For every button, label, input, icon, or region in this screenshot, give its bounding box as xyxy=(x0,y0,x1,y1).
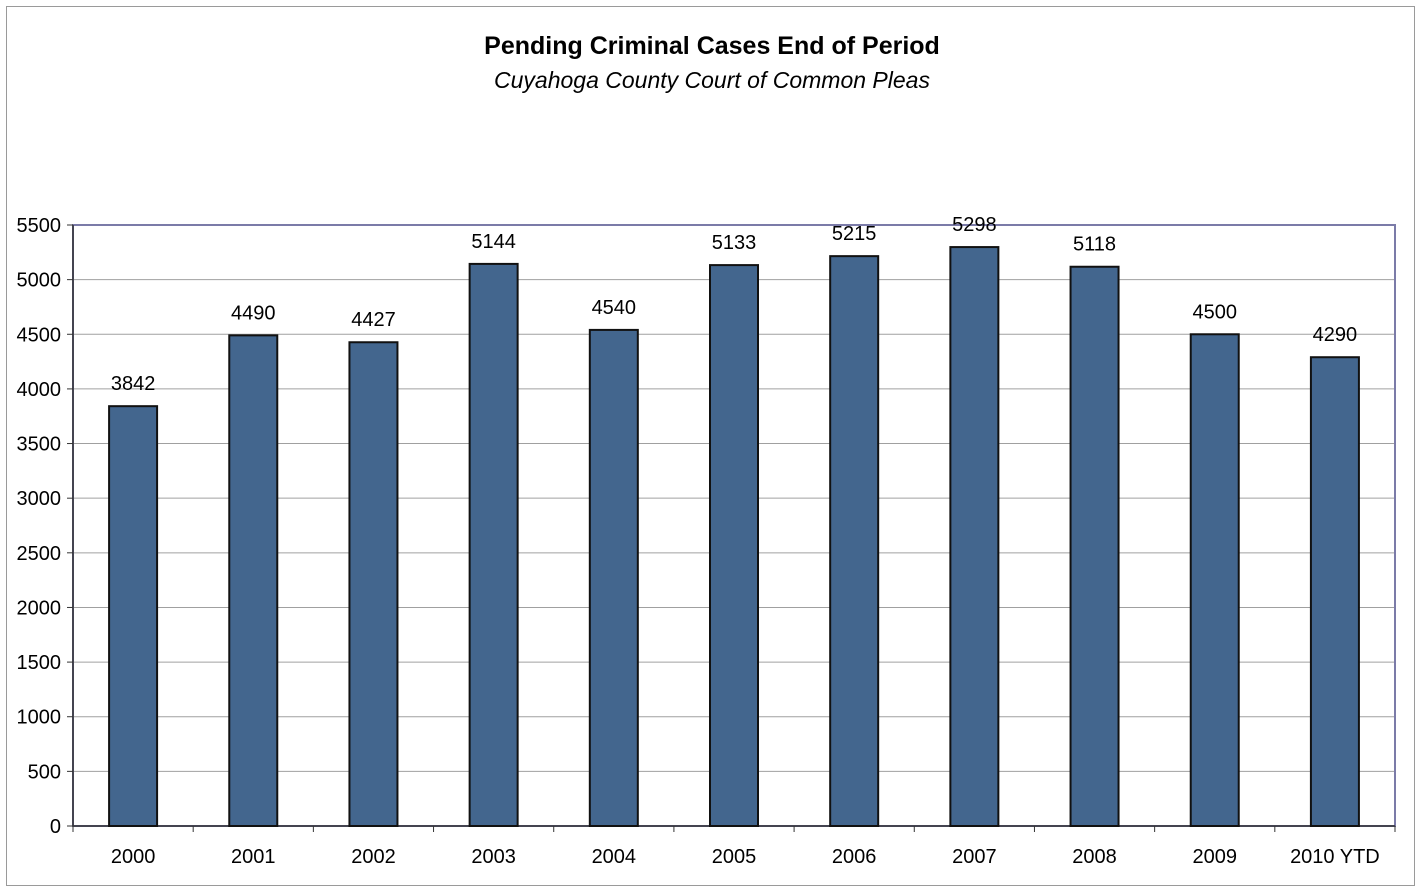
bar xyxy=(1189,333,1240,827)
y-tick-label: 500 xyxy=(28,761,61,783)
data-labels: 3842 4490 4427 5144 4540 5133 5215 5298 5118 4500… xyxy=(111,214,1357,395)
axes: 0 500 1000 1500 2000 2500 3000 3500 4000 4500 5000… xyxy=(17,215,1396,868)
y-tick-label: 2000 xyxy=(17,597,62,619)
bar xyxy=(588,328,639,827)
x-category-label: 2005 xyxy=(712,846,757,868)
y-tick-label: 5000 xyxy=(17,270,62,292)
bar xyxy=(348,341,399,827)
chart-title: Pending Criminal Cases End of Period xyxy=(484,32,940,60)
bar xyxy=(1069,265,1120,827)
y-tick-label: 3000 xyxy=(17,488,62,510)
bar xyxy=(468,262,519,828)
bars xyxy=(108,246,1360,828)
data-label: 4540 xyxy=(592,297,637,319)
x-category-label: 2003 xyxy=(471,846,516,868)
y-tick-label: 1000 xyxy=(17,707,62,729)
data-label: 5144 xyxy=(471,231,516,253)
x-category-label: 2002 xyxy=(351,846,396,868)
data-label: 5215 xyxy=(832,223,877,245)
bar xyxy=(1309,356,1360,827)
data-label: 4490 xyxy=(231,302,276,324)
y-tick-label: 4000 xyxy=(17,379,62,401)
y-tick-label: 3500 xyxy=(17,434,62,456)
x-category-label: 2000 xyxy=(111,846,156,868)
y-tick-label: 2500 xyxy=(17,543,62,565)
y-tick-label: 1500 xyxy=(17,652,62,674)
bar xyxy=(949,246,1000,827)
bar xyxy=(829,255,880,828)
data-label: 4427 xyxy=(351,309,396,331)
data-label: 4290 xyxy=(1313,324,1358,346)
y-tick-label: 4500 xyxy=(17,324,62,346)
y-tick-label: 0 xyxy=(50,816,61,838)
x-category-label: 2004 xyxy=(592,846,637,868)
y-tick-label: 5500 xyxy=(17,215,62,237)
x-category-label: 2001 xyxy=(231,846,276,868)
data-label: 4500 xyxy=(1192,301,1237,323)
bar xyxy=(228,334,279,827)
data-label: 5118 xyxy=(1073,234,1116,256)
x-category-label: 2010 YTD xyxy=(1290,846,1380,868)
chart-subtitle: Cuyahoga County Court of Common Pleas xyxy=(494,67,930,93)
bar xyxy=(108,405,159,827)
bar xyxy=(709,264,759,827)
data-label: 3842 xyxy=(111,373,156,395)
data-label: 5298 xyxy=(952,214,997,236)
data-label: 5133 xyxy=(712,232,757,254)
x-category-label: 2007 xyxy=(952,846,997,868)
x-category-label: 2009 xyxy=(1192,846,1237,868)
x-category-label: 2008 xyxy=(1072,846,1117,868)
x-category-label: 2006 xyxy=(832,846,877,868)
